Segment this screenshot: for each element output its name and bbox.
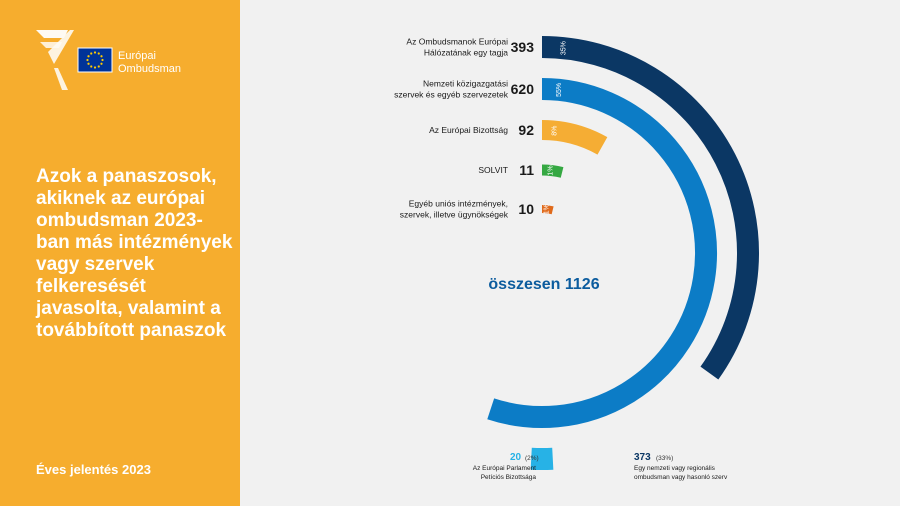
annual-report-label: Éves jelentés 2023: [36, 462, 151, 477]
series-arc: [487, 78, 717, 428]
breakdown-label: Petíciós Bizottsága: [481, 474, 537, 481]
series-name-label: Az Ombudsmanok Európai: [406, 37, 508, 47]
series-percent-label: 1%: [548, 165, 555, 175]
breakdown-label: Egy nemzeti vagy regionális: [634, 465, 716, 472]
eu-star: [90, 65, 93, 68]
logo-line-1: Európai: [118, 50, 156, 62]
logo-emblem-icon: [36, 30, 74, 90]
series-arc: [541, 205, 554, 215]
logo-line-2: Ombudsman: [118, 63, 181, 75]
eu-star: [97, 52, 100, 55]
series-name-label: Egyéb uniós intézmények,: [409, 199, 508, 209]
series-percent-label: 55%: [556, 83, 563, 97]
eu-star: [100, 62, 103, 65]
series-value-label: 393: [511, 39, 535, 55]
breakdown-label: Az Európai Parlament: [473, 465, 536, 472]
series-arc: [541, 120, 608, 155]
eu-star: [87, 55, 90, 58]
eu-star: [87, 62, 90, 65]
total-label: összesen 1126: [488, 276, 599, 293]
series-percent-label: 8%: [552, 126, 559, 136]
left-panel: Európai Ombudsman Azok a panaszosok, aki…: [0, 0, 240, 506]
series-arc: [541, 36, 759, 380]
breakdown-value: 373: [634, 452, 651, 463]
eu-stars-icon: [86, 51, 104, 69]
eu-star: [86, 58, 89, 62]
eu-star: [101, 58, 104, 62]
series-name-label: Hálózatának egy tagja: [424, 48, 508, 58]
eu-star: [90, 52, 93, 55]
series-value-label: 11: [519, 162, 534, 178]
series-name-label: Az Európai Bizottság: [429, 125, 508, 135]
european-ombudsman-logo: [36, 30, 113, 90]
eu-star: [100, 55, 103, 58]
breakdown-percent: (2%): [525, 455, 539, 462]
series-percent-label: 1%: [543, 204, 550, 214]
breakdown-label: ombudsman vagy hasonló szerv: [634, 474, 728, 481]
breakdown-value: 20: [510, 452, 522, 463]
series-name-label: szervek és egyéb szervezetek: [394, 90, 509, 100]
series-arc: [541, 164, 564, 178]
breakdown-percent: (33%): [656, 455, 673, 462]
eu-star: [93, 51, 97, 54]
series-name-label: Nemzeti közigazgatási: [423, 79, 508, 89]
series-name-label: SOLVIT: [478, 165, 508, 175]
series-value-label: 620: [511, 81, 535, 97]
series-value-label: 10: [518, 201, 534, 217]
page-title: Azok a panaszosok, akiknek az európai om…: [36, 166, 233, 341]
series-name-label: szervek, illetve ügynökségek: [400, 210, 509, 220]
eu-star: [97, 65, 100, 68]
series-value-label: 92: [518, 122, 534, 138]
eu-star: [93, 66, 97, 69]
logo-text: Európai Ombudsman: [118, 50, 181, 76]
series-percent-label: 35%: [560, 41, 567, 55]
